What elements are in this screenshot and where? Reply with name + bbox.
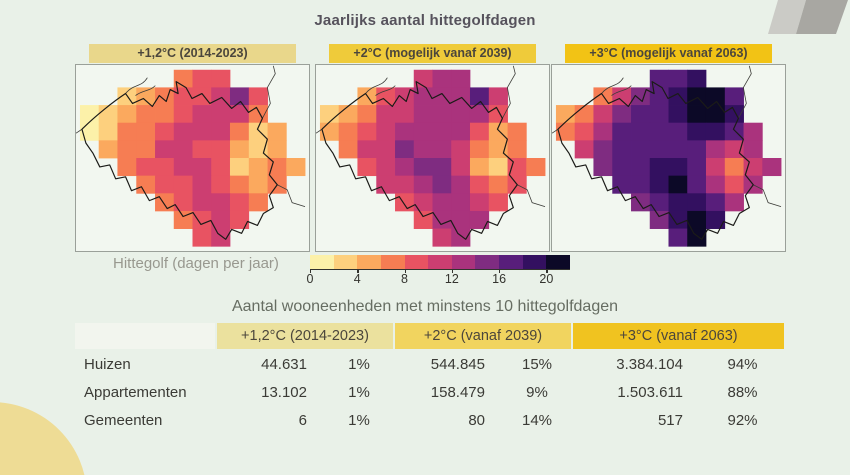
row-label-appartementen: Appartementen bbox=[84, 383, 187, 401]
row-label-gemeenten: Gemeenten bbox=[84, 411, 163, 429]
appartementen-pct-scenario-2: 9% bbox=[526, 383, 548, 401]
colorbar-tick-label: 0 bbox=[306, 272, 314, 286]
colorbar-segment bbox=[333, 255, 358, 269]
gemeenten-count-scenario-3: 517 bbox=[657, 411, 683, 429]
huizen-count-scenario-2: 544.845 bbox=[430, 355, 485, 373]
huizen-count-scenario-3: 3.384.104 bbox=[616, 355, 683, 373]
colorbar-segment bbox=[428, 255, 452, 269]
gemeenten-pct-scenario-2: 14% bbox=[521, 411, 553, 429]
colorbar-segment bbox=[499, 255, 523, 269]
appartementen-count-scenario-1: 13.102 bbox=[261, 383, 307, 401]
colorbar-segment bbox=[380, 255, 405, 269]
gemeenten-pct-scenario-1: 1% bbox=[348, 411, 370, 429]
colorbar-segment bbox=[357, 255, 381, 269]
colorbar-segment bbox=[546, 255, 571, 269]
colorbar-tick-label: 8 bbox=[401, 272, 409, 286]
colorbar-segment bbox=[522, 255, 547, 269]
map-panel-scenario-2: +2°C (mogelijk vanaf 2039) bbox=[315, 44, 550, 252]
colorbar-segment bbox=[475, 255, 500, 269]
appartementen-pct-scenario-1: 1% bbox=[348, 383, 370, 401]
map-label-scenario-1: +1,2°C (2014-2023) bbox=[89, 44, 296, 63]
colorbar-segment bbox=[451, 255, 476, 269]
row-label-huizen: Huizen bbox=[84, 355, 131, 373]
gemeenten-pct-scenario-3: 92% bbox=[727, 411, 758, 429]
table-header-scenario-3: +3°C (vanaf 2063) bbox=[573, 323, 784, 349]
circle-decoration bbox=[0, 402, 87, 475]
huizen-count-scenario-1: 44.631 bbox=[261, 355, 307, 373]
map-panel-scenario-1: +1,2°C (2014-2023) bbox=[75, 44, 310, 252]
colorbar-tick-mark bbox=[357, 269, 359, 273]
housing-units-table: +1,2°C (2014-2023) +2°C (vanaf 2039) +3°… bbox=[75, 323, 784, 433]
colorbar-tick-mark bbox=[451, 269, 454, 273]
gemeenten-count-scenario-1: 6 bbox=[298, 411, 307, 429]
table-header-scenario-1: +1,2°C (2014-2023) bbox=[217, 323, 393, 349]
appartementen-pct-scenario-3: 88% bbox=[727, 383, 758, 401]
table-header-scenario-2: +2°C (vanaf 2039) bbox=[395, 323, 571, 349]
legend-colorbar: 0 4 8 12 16 20 bbox=[306, 255, 571, 286]
legend-label: Hittegolf (dagen per jaar) bbox=[113, 255, 279, 272]
appartementen-count-scenario-3: 1.503.611 bbox=[617, 383, 683, 401]
table-header-empty bbox=[75, 323, 215, 349]
dark-stripe bbox=[796, 0, 848, 34]
belgium-heatmap-scenario-2 bbox=[315, 64, 550, 252]
huizen-pct-scenario-2: 15% bbox=[521, 355, 553, 373]
light-stripe bbox=[768, 0, 806, 34]
belgium-heatmap-scenario-3 bbox=[551, 64, 786, 252]
colorbar-tick-mark bbox=[546, 269, 548, 273]
colorbar-tick-label: 4 bbox=[353, 272, 361, 286]
colorbar-tick-label: 20 bbox=[539, 272, 554, 286]
table-title: Aantal wooneenheden met minstens 10 hitt… bbox=[231, 298, 619, 315]
colorbar-tick-mark bbox=[499, 269, 501, 273]
huizen-pct-scenario-3: 94% bbox=[727, 355, 758, 373]
belgium-heatmap-scenario-1 bbox=[75, 64, 310, 252]
colorbar-segment bbox=[310, 255, 334, 269]
map-panel-scenario-3: +3°C (mogelijk vanaf 2063) bbox=[551, 44, 786, 252]
gemeenten-count-scenario-2: 80 bbox=[468, 411, 485, 429]
colorbar-gradient bbox=[310, 255, 571, 270]
huizen-pct-scenario-1: 1% bbox=[348, 355, 370, 373]
colorbar-tick-mark bbox=[404, 269, 406, 273]
page-title: Jaarlijks aantal hittegolfdagen bbox=[314, 12, 536, 29]
colorbar-tick-mark bbox=[310, 269, 312, 273]
colorbar-tick-label: 12 bbox=[444, 272, 459, 286]
colorbar-segment bbox=[404, 255, 429, 269]
appartementen-count-scenario-2: 158.479 bbox=[430, 383, 485, 401]
colorbar-tick-label: 16 bbox=[492, 272, 507, 286]
corner-stripes-decoration bbox=[768, 0, 848, 34]
map-label-scenario-2: +2°C (mogelijk vanaf 2039) bbox=[329, 44, 536, 63]
map-label-scenario-3: +3°C (mogelijk vanaf 2063) bbox=[565, 44, 772, 63]
